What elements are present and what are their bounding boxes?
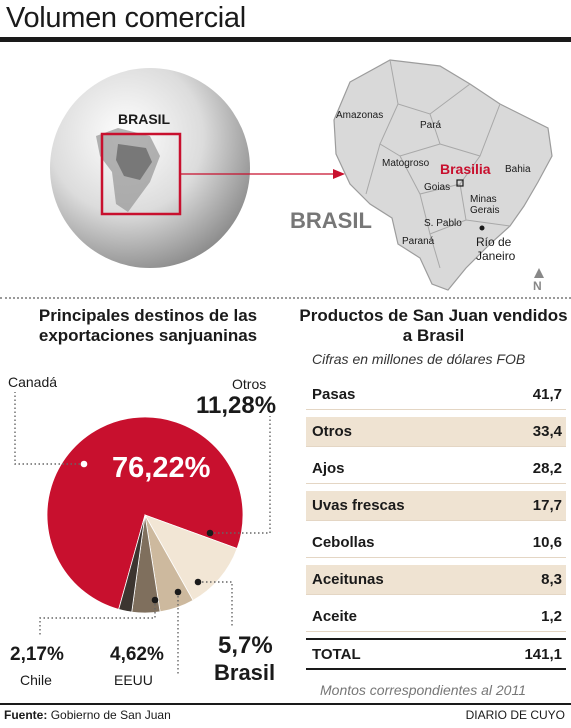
city-label-line1: Río de	[476, 235, 512, 249]
dot-eeuu	[174, 588, 182, 596]
pie-label-brasil-value: 5,7%	[218, 632, 273, 659]
table-subtitle: Cifras en millones de dólares FOB	[312, 351, 526, 367]
region-para: Pará	[420, 120, 442, 131]
pie-title: Principales destinos de las exportacione…	[38, 306, 258, 345]
dot-otros	[206, 529, 214, 537]
page-title: Volumen comercial	[6, 2, 246, 34]
section-divider	[0, 297, 571, 299]
total-value: 141,1	[524, 645, 562, 663]
table-row: Otros 33,4	[306, 417, 566, 447]
globe-brazil	[116, 144, 152, 180]
leader-chile	[39, 600, 156, 635]
leader-brasil	[198, 581, 233, 628]
pie-label-chile-name: Chile	[20, 672, 52, 688]
row-name: Pasas	[312, 386, 356, 403]
header-rule	[0, 37, 571, 42]
connector-arrowhead	[333, 169, 345, 179]
map-big-label: BRASIL	[290, 208, 372, 233]
capital-label: Brasilia	[440, 161, 491, 177]
brazil-map	[333, 59, 553, 291]
pie-label-canada-name: Canadá	[8, 374, 58, 390]
row-name: Aceitunas	[312, 571, 384, 588]
row-value: 33,4	[532, 423, 562, 440]
dot-canada	[80, 460, 88, 468]
footer-brand: DIARIO DE CUYO	[465, 708, 565, 722]
row-value: 1,2	[541, 608, 562, 625]
region-parana: Paraná	[402, 236, 435, 247]
north-label: N	[533, 279, 542, 293]
table-row: Aceite 1,2	[306, 602, 566, 632]
table-row: Cebollas 10,6	[306, 528, 566, 558]
pie-slice-chile	[118, 514, 146, 613]
region-amazonas: Amazonas	[336, 110, 383, 121]
table-note: Montos correspondientes al 2011	[320, 682, 526, 698]
region-bahia: Bahia	[505, 164, 531, 175]
row-value: 41,7	[532, 386, 562, 403]
pie-chart	[14, 392, 271, 675]
city-label-line2: Janeiro	[476, 249, 516, 263]
table-row: Uvas frescas 17,7	[306, 491, 566, 521]
pie-label-eeuu-value: 4,62%	[110, 644, 164, 665]
pie-label-chile-value: 2,17%	[10, 644, 64, 665]
region-goias: Goias	[424, 182, 450, 193]
row-value: 8,3	[541, 571, 562, 588]
north-arrow-icon	[534, 268, 544, 278]
region-matogroso: Matogroso	[382, 158, 430, 169]
table-title: Productos de San Juan vendidos a Brasil	[299, 306, 568, 345]
row-name: Otros	[312, 423, 353, 440]
row-name: Ajos	[312, 460, 345, 477]
pie-label-otros-value: 11,28%	[196, 392, 277, 419]
footer-rule	[0, 703, 571, 705]
pie-label-otros-name: Otros	[232, 376, 267, 392]
footer-source-name: Gobierno de San Juan	[50, 708, 171, 722]
region-minas-line1: Minas	[470, 194, 497, 205]
region-minas: Minas Gerais	[470, 194, 499, 216]
brazil-borders	[365, 59, 511, 269]
row-value: 10,6	[532, 534, 562, 551]
region-minas-line2: Gerais	[470, 205, 499, 216]
region-spablo: S. Pablo	[424, 218, 462, 229]
pie-slice-otros	[144, 514, 238, 601]
globe-label: BRASIL	[118, 111, 171, 127]
table-row: Aceitunas 8,3	[306, 565, 566, 595]
pie-slice-canad	[46, 416, 244, 610]
row-name: Cebollas	[312, 534, 375, 551]
total-name: TOTAL	[312, 645, 361, 663]
row-value: 28,2	[532, 460, 562, 477]
pie-label-brasil-name: Brasil	[214, 660, 276, 685]
row-name: Uvas frescas	[312, 497, 405, 514]
dot-chile	[151, 596, 159, 604]
dot-brasil	[194, 578, 202, 586]
leader-otros	[210, 416, 271, 534]
map-illustration: BRASIL Amazonas Pará Matogroso Bahia Goi…	[50, 59, 553, 293]
pie-label-eeuu-name: EEUU	[114, 672, 153, 688]
city-marker	[479, 225, 485, 231]
table-total-row: TOTAL 141,1	[306, 638, 566, 670]
leader-canada	[14, 392, 84, 465]
footer-source: Fuente: Gobierno de San Juan	[4, 708, 171, 722]
footer-source-label: Fuente:	[4, 708, 48, 722]
table-row: Ajos 28,2	[306, 454, 566, 484]
table-row: Pasas 41,7	[306, 380, 566, 410]
row-value: 17,7	[532, 497, 562, 514]
capital-marker	[456, 179, 464, 187]
pie-label-canada-value: 76,22%	[112, 452, 211, 484]
row-name: Aceite	[312, 608, 358, 625]
